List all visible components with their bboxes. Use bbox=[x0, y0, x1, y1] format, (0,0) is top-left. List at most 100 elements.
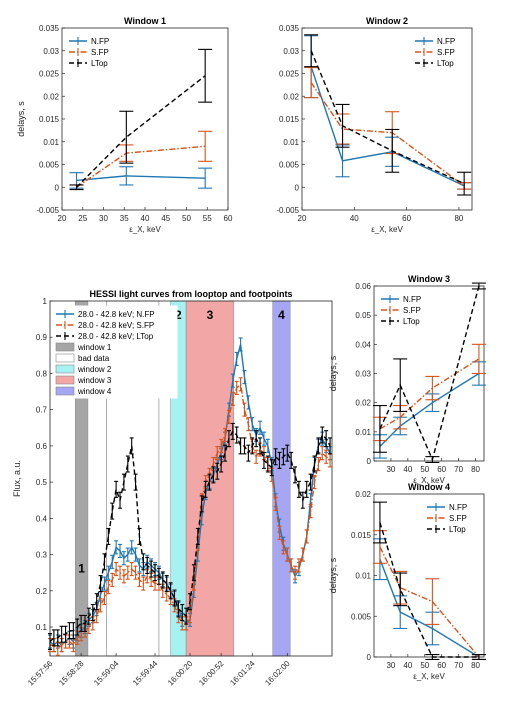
legend-label: S.FP bbox=[449, 514, 467, 523]
y-tick-label: 0.01 bbox=[283, 138, 299, 147]
x-tick-label: 50 bbox=[420, 465, 429, 474]
x-tick-label: 40 bbox=[141, 214, 150, 223]
x-tick-label: 55 bbox=[203, 214, 212, 223]
series-line bbox=[310, 82, 465, 187]
y-tick-label: 0.035 bbox=[39, 24, 60, 33]
y-tick-label: 0.5 bbox=[36, 478, 48, 487]
y-tick-label: 0.06 bbox=[355, 282, 371, 291]
series-line bbox=[379, 558, 480, 658]
x-tick-label: 16:00:20 bbox=[166, 659, 195, 688]
legend-label: N.FP bbox=[449, 503, 467, 512]
y-tick-label: 0.02 bbox=[355, 490, 371, 499]
chart-title: Window 3 bbox=[408, 274, 450, 284]
series-line bbox=[379, 372, 480, 447]
y-tick-label: 0.005 bbox=[279, 161, 300, 170]
legend-patch bbox=[55, 353, 75, 363]
x-tick-label: 70 bbox=[454, 661, 463, 670]
legend-label: N.FP bbox=[437, 37, 455, 46]
y-tick-label: 0.015 bbox=[39, 115, 60, 124]
legend-label: LTop bbox=[437, 59, 454, 68]
x-tick-label: 40 bbox=[403, 465, 412, 474]
x-tick-label: 16:02:00 bbox=[263, 659, 292, 688]
chart-lightcurves: 12 3 415:57:56 15:58:28 15:59:04 15:59:44 16:0… bbox=[12, 289, 333, 688]
y-tick-label: 0.2 bbox=[36, 587, 48, 596]
legend-label: window 3 bbox=[77, 376, 112, 385]
x-tick-label: 30 bbox=[386, 465, 395, 474]
legend-label: S.FP bbox=[91, 48, 109, 57]
y-tick-label: 0.7 bbox=[36, 406, 48, 415]
x-tick-label: 80 bbox=[471, 465, 480, 474]
x-tick-label: 50 bbox=[182, 214, 191, 223]
legend-label: bad data bbox=[78, 354, 110, 363]
y-tick-label: 0.02 bbox=[283, 92, 299, 101]
y-tick-label: 0.015 bbox=[351, 531, 372, 540]
y-tick-label: 0.03 bbox=[283, 47, 299, 56]
x-tick-label: 16:00:52 bbox=[197, 659, 226, 688]
y-tick-label: -0.005 bbox=[276, 206, 299, 215]
x-tick-label: 80 bbox=[454, 214, 463, 223]
legend-label: N.FP bbox=[403, 295, 421, 304]
legend-label: LTop bbox=[403, 317, 420, 326]
y-tick-label: 0.03 bbox=[43, 47, 59, 56]
x-tick-label: 20 bbox=[58, 214, 67, 223]
legend-box bbox=[423, 498, 481, 537]
legend-box bbox=[65, 32, 123, 71]
y-tick-label: 0.1 bbox=[36, 623, 48, 632]
y-tick-label: 0.015 bbox=[279, 115, 300, 124]
legend-label: 28.0 - 42.8 keV; N.FP bbox=[78, 310, 155, 319]
y-tick-label: 0.9 bbox=[36, 333, 48, 342]
y-tick-label: 0.4 bbox=[36, 514, 48, 523]
chart-title: Window 2 bbox=[366, 16, 408, 26]
legend-label: S.FP bbox=[437, 48, 455, 57]
x-tick-label: 15:57:56 bbox=[26, 659, 55, 688]
x-tick-label: 45 bbox=[161, 214, 170, 223]
legend-label: LTop bbox=[91, 59, 108, 68]
x-tick-label: 40 bbox=[403, 661, 412, 670]
legend-label: window 1 bbox=[77, 343, 112, 352]
x-tick-label: 15:59:44 bbox=[131, 659, 160, 688]
x-axis-label: ε_X, keV bbox=[371, 225, 403, 234]
x-tick-label: 60 bbox=[437, 661, 446, 670]
x-tick-label: 30 bbox=[386, 661, 395, 670]
x-tick-label: 60 bbox=[402, 214, 411, 223]
y-tick-label: 0.02 bbox=[43, 92, 59, 101]
window-number: 4 bbox=[278, 308, 285, 322]
window-number: 3 bbox=[207, 308, 214, 322]
y-tick-label: 0.3 bbox=[36, 551, 48, 560]
y-tick-label: 0.05 bbox=[355, 311, 371, 320]
axes-frame bbox=[49, 300, 333, 657]
legend-box bbox=[411, 32, 469, 71]
series-line bbox=[76, 75, 206, 188]
window-region bbox=[272, 300, 291, 657]
legend-box bbox=[377, 290, 435, 329]
y-tick-label: 0.03 bbox=[355, 370, 371, 379]
x-tick-label: 60 bbox=[437, 465, 446, 474]
legend-label: window 4 bbox=[77, 387, 112, 396]
y-tick-label: 0.025 bbox=[279, 70, 300, 79]
y-tick-label: 0.8 bbox=[36, 369, 48, 378]
x-tick-label: 50 bbox=[420, 661, 429, 670]
y-tick-label: -0.005 bbox=[36, 206, 59, 215]
y-tick-label: 0.02 bbox=[355, 399, 371, 408]
x-tick-label: 40 bbox=[350, 214, 359, 223]
x-tick-label: 15:59:04 bbox=[92, 659, 121, 688]
legend-label: N.FP bbox=[91, 37, 109, 46]
series-line bbox=[310, 50, 465, 185]
window-number: 2 bbox=[175, 308, 182, 322]
x-tick-label: 20 bbox=[298, 214, 307, 223]
chart-window1: 20 25 30 35 40 45 50 55 60 -0.005 0 0.005 0.01 0.015 0… bbox=[16, 16, 233, 234]
x-axis-label: ε_X, keV bbox=[413, 672, 445, 681]
legend-label: S.FP bbox=[403, 306, 421, 315]
legend-patch bbox=[55, 364, 75, 374]
x-tick-label: 35 bbox=[120, 214, 129, 223]
y-tick-label: 0 bbox=[55, 183, 60, 192]
legend-label: 28.0 - 42.8 keV; LTop bbox=[78, 332, 154, 341]
chart-title: Window 1 bbox=[124, 16, 166, 26]
y-tick-label: 0.005 bbox=[351, 612, 372, 621]
x-tick-label: 16:01:24 bbox=[228, 659, 257, 688]
legend-label: window 2 bbox=[77, 365, 112, 374]
chart-title: HESSI light curves from looptop and foot… bbox=[90, 289, 293, 299]
chart-window2: 20 40 60 80 -0.005 0 0.005 0.01 0.015 0.02 0.025 0.… bbox=[276, 16, 473, 234]
x-tick-label: 70 bbox=[454, 465, 463, 474]
series-line bbox=[76, 145, 206, 188]
